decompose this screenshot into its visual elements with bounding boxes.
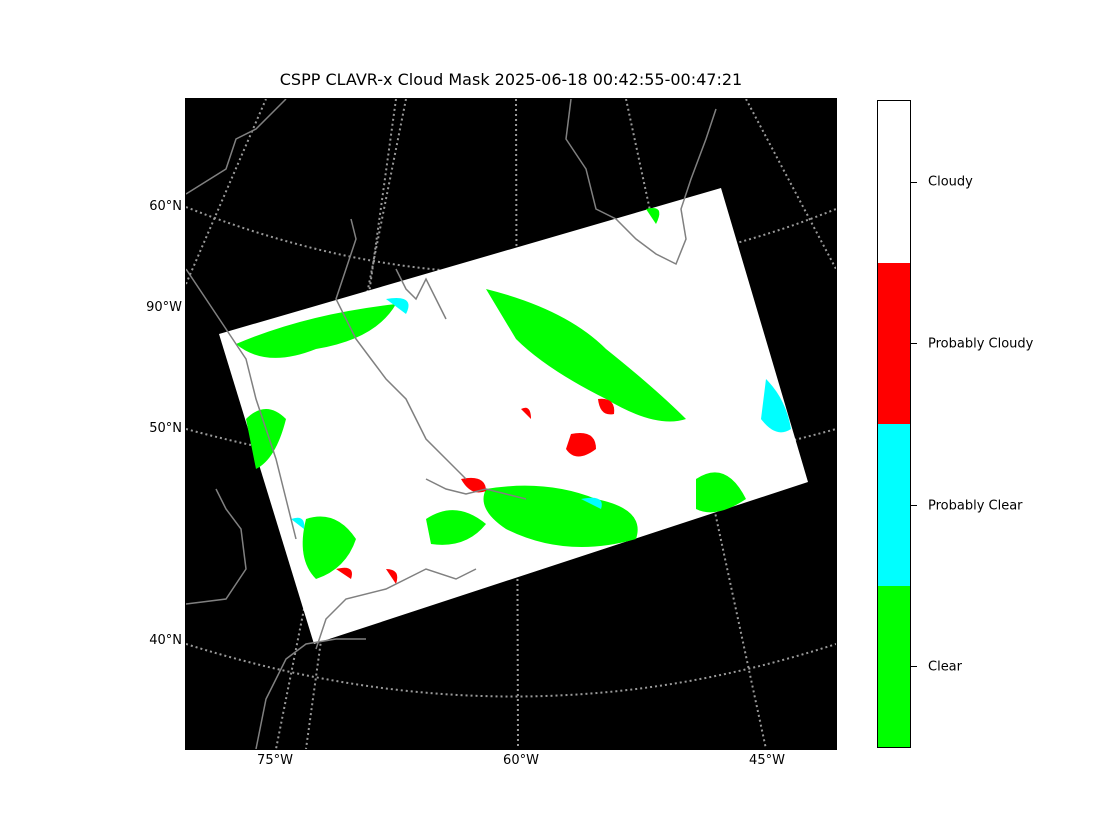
map-canvas [185, 98, 837, 750]
colorbar-tick-cloudy [910, 182, 917, 183]
lat-label-40n: 40°N [149, 633, 182, 648]
coastline-greenland [565, 99, 717, 266]
colorbar-label-probably-clear: Probably Clear [928, 498, 1023, 514]
coastline-labrador [335, 218, 467, 480]
lon-label-75w: 75°W [257, 753, 293, 768]
probably-clear-regions [291, 298, 791, 529]
colorbar-segment-probably-clear [878, 424, 910, 586]
colorbar-segment-clear [878, 585, 910, 747]
colorbar-label-clear: Clear [928, 659, 962, 675]
coastline-us-east [255, 638, 366, 749]
lat-label-60n: 60°N [149, 199, 182, 214]
coastline-baffin [186, 99, 287, 195]
colorbar-segment-probably-cloudy [878, 262, 910, 424]
clear-regions [236, 208, 746, 579]
lat-line-40 [186, 643, 836, 698]
map-svg [186, 99, 836, 749]
lon-line-105w [186, 99, 267, 285]
coastline-ungava [395, 268, 447, 320]
coastlines [186, 99, 717, 749]
coastline-hudson-east [186, 268, 297, 540]
coastline-great-lakes [186, 488, 247, 605]
lat-label-90w: 90°W [146, 300, 182, 315]
colorbar [877, 100, 911, 748]
lon-label-60w: 60°W [503, 753, 539, 768]
lon-line-45w [625, 99, 767, 749]
colorbar-tick-clear [910, 666, 917, 667]
coastline-maine [315, 568, 477, 650]
colorbar-tick-probably-cloudy [910, 343, 917, 344]
colorbar-tick-probably-clear [910, 505, 917, 506]
colorbar-segment-cloudy [878, 101, 910, 263]
cloud-mask-swath [219, 188, 808, 644]
coastline-gulf-st-lawrence [425, 478, 527, 500]
lat-label-50n: 50°N [149, 421, 182, 436]
swath-cloudy-base [219, 188, 808, 644]
colorbar-label-probably-cloudy: Probably Cloudy [928, 336, 1034, 352]
lon-line-30w [745, 99, 836, 270]
lon-label-45w: 45°W [749, 753, 785, 768]
probably-cloudy-regions [336, 398, 615, 584]
colorbar-label-cloudy: Cloudy [928, 174, 973, 190]
map-title: CSPP CLAVR-x Cloud Mask 2025-06-18 00:42… [279, 70, 743, 89]
